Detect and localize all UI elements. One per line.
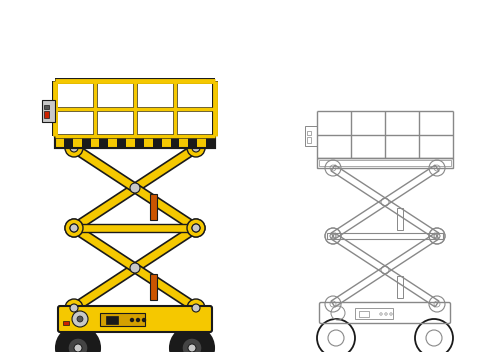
Circle shape [65,219,83,237]
Bar [117,137,126,147]
Bar [355,308,393,319]
Bar [307,131,311,135]
FancyBboxPatch shape [58,306,212,332]
Circle shape [130,183,140,193]
Circle shape [77,316,83,322]
Bar [100,137,108,147]
Bar [100,313,145,326]
Circle shape [65,219,83,237]
Bar [73,137,82,147]
Circle shape [192,304,200,312]
Bar [90,137,100,147]
Circle shape [72,311,88,327]
Circle shape [70,224,78,232]
Circle shape [187,219,205,237]
Bar [150,194,157,220]
Circle shape [130,319,134,321]
Circle shape [68,338,88,352]
Bar [319,160,451,166]
Bar [206,137,215,147]
Bar [44,111,49,118]
Bar [126,137,135,147]
Circle shape [74,344,82,352]
Bar [63,321,69,325]
Bar [197,137,206,147]
Bar [317,158,453,168]
Bar [55,136,215,148]
Circle shape [187,219,205,237]
Circle shape [182,338,202,352]
Bar [135,137,144,147]
Bar [180,137,188,147]
Circle shape [65,299,83,317]
Circle shape [192,144,200,152]
Circle shape [170,326,214,352]
Circle shape [130,263,140,273]
Circle shape [192,224,200,232]
Circle shape [70,304,78,312]
Bar [82,137,90,147]
Bar [144,137,153,147]
Bar [42,100,55,122]
Bar [44,105,49,109]
Polygon shape [72,144,198,232]
Bar [106,316,118,324]
Bar [327,233,443,239]
Bar [68,224,202,232]
Polygon shape [72,224,198,312]
Bar [305,126,317,146]
Bar [150,274,157,300]
Polygon shape [72,144,198,232]
Bar [307,137,311,143]
Polygon shape [72,224,198,312]
Circle shape [192,224,200,232]
Bar [188,137,197,147]
Bar [55,136,215,148]
Circle shape [70,224,78,232]
Circle shape [187,299,205,317]
Circle shape [65,139,83,157]
Circle shape [136,319,140,321]
Bar [397,276,403,298]
Bar [170,137,179,147]
Circle shape [188,344,196,352]
Bar [359,311,369,317]
Bar [397,208,403,230]
Bar [108,137,117,147]
Circle shape [70,144,78,152]
Circle shape [56,326,100,352]
Bar [64,137,73,147]
Bar [153,137,162,147]
Circle shape [187,139,205,157]
Bar [162,137,170,147]
Bar [55,137,64,147]
Circle shape [142,319,146,321]
